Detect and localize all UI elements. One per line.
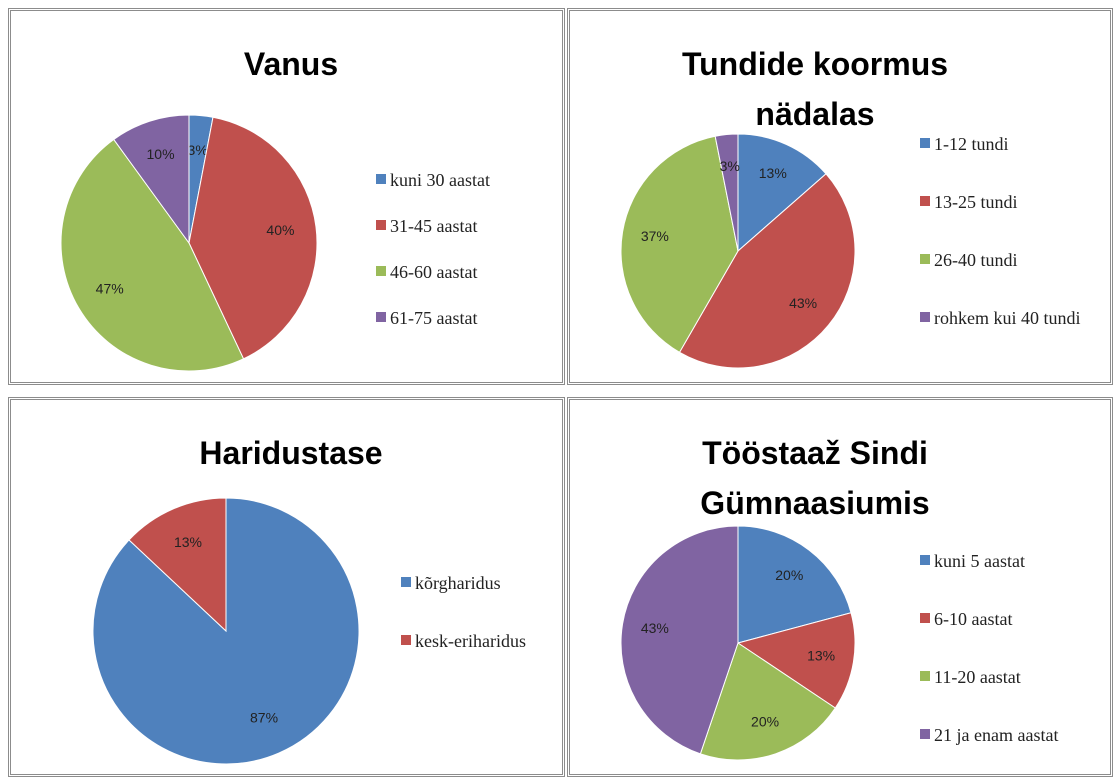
data-label: 20% [775, 567, 803, 583]
pie-slice [188, 116, 318, 360]
data-label: 13% [807, 647, 835, 663]
legend-label: 11-20 aastat [934, 667, 1021, 687]
legend-swatch [376, 174, 386, 184]
data-label: 37% [641, 228, 669, 244]
data-label: 10% [147, 146, 175, 162]
legend-swatch [376, 312, 386, 322]
legend: kõrgharidus kesk-eriharidus [401, 572, 551, 688]
data-label: 13% [759, 165, 787, 181]
pie: 13% 43% 37% 3% [620, 133, 856, 369]
legend-item: 6-10 aastat [920, 608, 1090, 630]
legend-item: 61-75 aastat [376, 307, 562, 329]
pie-slice [678, 173, 856, 369]
data-label: 3% [720, 158, 740, 174]
legend-swatch [376, 220, 386, 230]
legend-label: 26-40 tundi [934, 250, 1018, 270]
legend-swatch [920, 196, 930, 206]
legend-label: kesk-eriharidus [415, 631, 526, 651]
legend-label: 31-45 aastat [390, 216, 478, 236]
legend-label: rohkem kui 40 tundi [934, 308, 1081, 328]
legend-label: 21 ja enam aastat [934, 725, 1059, 745]
data-label: 13% [174, 534, 202, 550]
chart-title: Haridustase [199, 435, 383, 471]
chart-title: Vanus [243, 46, 339, 82]
legend-swatch [401, 635, 411, 645]
pie-slice [620, 135, 739, 354]
data-label: 43% [789, 295, 817, 311]
legend-item: 31-45 aastat [376, 215, 562, 237]
legend-label: 61-75 aastat [390, 308, 478, 328]
legend-swatch [920, 671, 930, 681]
pie-slice [128, 497, 227, 633]
pie-slice [737, 525, 852, 644]
pie-slice [699, 642, 836, 761]
legend-item: 1-12 tundi [920, 133, 1090, 155]
legend-label: 6-10 aastat [934, 609, 1013, 629]
legend-swatch [920, 555, 930, 565]
legend-item: kõrgharidus [401, 572, 551, 594]
legend-item: 26-40 tundi [920, 249, 1090, 271]
legend-item: 11-20 aastat [920, 666, 1090, 688]
data-label: 3% [188, 142, 208, 158]
legend: kuni 30 aastat 31-45 aastat 46-60 aastat 61… [376, 169, 562, 353]
legend-swatch [376, 266, 386, 276]
pie-slice [737, 133, 827, 253]
chart-panel: 13% 43% 37% 3% Tundide koormus nädalas 1-12 t… [567, 8, 1113, 385]
legend-label: 13-25 tundi [934, 192, 1018, 212]
legend-item: 13-25 tundi [920, 191, 1090, 213]
legend-swatch [920, 613, 930, 623]
legend-item: rohkem kui 40 tundi [920, 307, 1090, 329]
legend-label: kõrgharidus [415, 573, 501, 593]
legend-swatch [920, 138, 930, 148]
chart-panel: 3% 40% 47% 10% Vanus kuni 30 aastat 31-45 aast… [8, 8, 565, 385]
legend-swatch [920, 729, 930, 739]
legend-item: kuni 30 aastat [376, 169, 562, 191]
legend-item: 46-60 aastat [376, 261, 562, 283]
legend-swatch [920, 254, 930, 264]
legend-label: 46-60 aastat [390, 262, 478, 282]
data-label: 43% [641, 620, 669, 636]
legend-item: 21 ja enam aastat [920, 724, 1090, 746]
data-label: 20% [751, 713, 779, 729]
chart-title: Tundide koormus nädalas [681, 46, 949, 132]
legend-item: kuni 5 aastat [920, 550, 1090, 572]
pie-slice [736, 612, 856, 709]
data-label: 87% [250, 710, 278, 726]
pie: 20% 13% 20% 43% [620, 525, 856, 761]
legend-swatch [401, 577, 411, 587]
legend: kuni 5 aastat 6-10 aastat 11-20 aastat 21 j… [920, 550, 1090, 774]
data-label: 47% [96, 281, 124, 297]
legend: 1-12 tundi 13-25 tundi 26-40 tundi rohkem k… [920, 133, 1090, 365]
legend-label: kuni 5 aastat [934, 551, 1025, 571]
legend-label: 1-12 tundi [934, 134, 1009, 154]
pie-slice [60, 138, 245, 372]
chart-panel: 87% 13% Haridustase kõrgharidus kesk-erihari… [8, 397, 565, 777]
data-label: 40% [266, 222, 294, 238]
pie: 87% 13% [92, 497, 360, 765]
pie-slice [113, 114, 190, 245]
chart-title: Tööstaaž Sindi Gümnaasiumis [700, 435, 930, 521]
pie: 3% 40% 47% 10% [60, 114, 318, 372]
chart-panel: 20% 13% 20% 43% Tööstaaž Sindi Gümnaasiumis k… [567, 397, 1113, 777]
legend-label: kuni 30 aastat [390, 170, 490, 190]
legend-swatch [920, 312, 930, 322]
legend-item: kesk-eriharidus [401, 630, 551, 652]
pie-slice [714, 133, 739, 252]
pie-slice [620, 525, 739, 755]
